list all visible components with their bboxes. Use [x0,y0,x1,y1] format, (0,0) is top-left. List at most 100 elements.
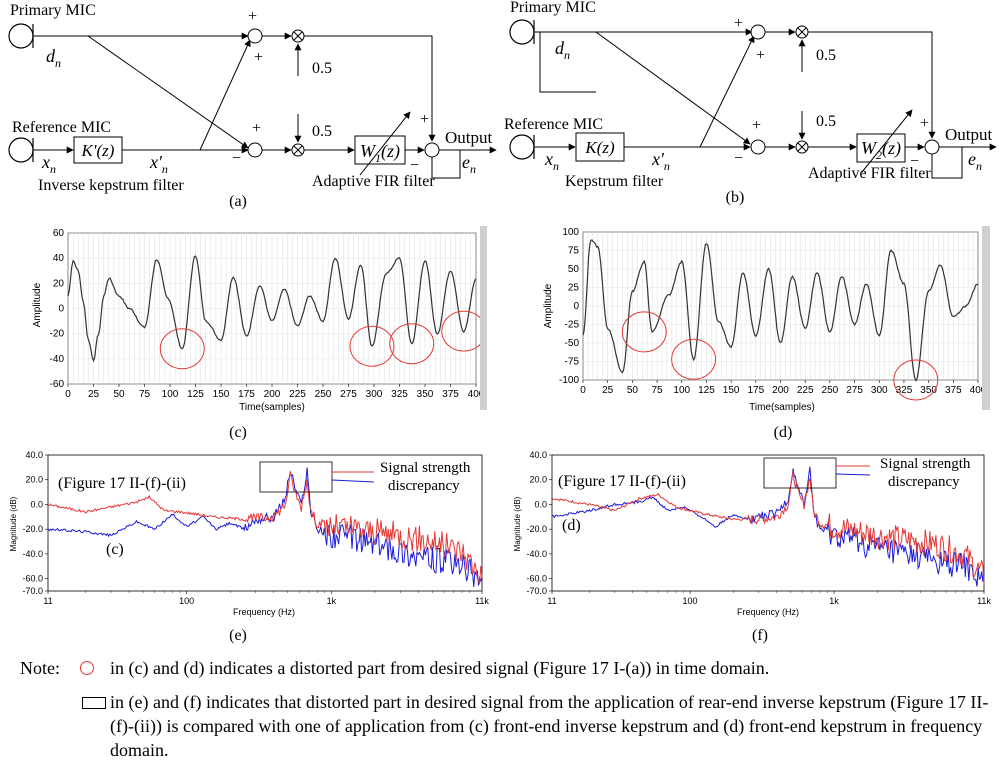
inverse-kepstrum-filter-caption: Inverse kepstrum filter [38,177,184,194]
red-circle-icon [80,661,94,675]
multiplier-bottom-icon [795,140,809,154]
x-tick-label: 200 [264,389,281,400]
y-tick-label: -60.0 [22,574,43,584]
discrepancy-box [763,457,837,489]
figure-ref-label: (Figure 17 II-(f)-(ii) [558,473,686,490]
discrepancy-box [259,461,333,493]
y-tick-label: 40.0 [529,450,547,460]
x-tick-label: 125 [187,389,204,400]
x-tick-label: 300 [366,389,383,400]
reference-mic-icon [509,134,535,160]
y-axis-label: Magnitude (dB) [513,496,522,551]
y-tick-label: 50 [568,264,580,275]
x-tick-label: 75 [139,389,151,400]
panel-label-f: (f) [752,627,768,644]
summer-bottom [750,139,766,155]
x-tick-label: 125 [698,385,715,396]
distortion-circle [159,328,205,370]
reference-mic-label: Reference MIC [504,116,603,133]
x-tick-label: 225 [797,385,814,396]
plot-frame-edge [480,226,487,410]
primary-mic-label: Primary MIC [510,0,596,16]
minus-sign: − [410,157,419,174]
y-tick-label: 20.0 [25,475,43,485]
summer-output [424,142,440,158]
distortion-circle [349,325,395,367]
y-tick-label: 25 [568,283,580,294]
multiplier-top-icon [795,25,809,39]
plus-sign: + [254,49,263,66]
x-tick-label: 1k [829,596,839,606]
plus-sign: + [734,15,743,32]
x-tick-label: 300 [871,385,888,396]
y-tick-label: -20.0 [526,524,547,534]
output-label: Output [945,125,993,144]
x-axis-label: Time(samples) [749,402,815,413]
y-axis-label: Amplitude [543,283,554,328]
x-tick-label: 11k [475,596,489,606]
multiplier-top-icon [291,29,305,43]
y-tick-label: 40 [53,253,65,264]
x-axis-label: Frequency (Hz) [737,607,799,617]
adaptive-filter-caption: Adaptive FIR filter [808,165,931,182]
x-n-symbol: xn [544,149,559,173]
y-tick-label: -20.0 [22,524,43,534]
primary-mic-label: Primary MIC [10,2,96,19]
plus-sign: + [752,117,761,134]
primary-mic-icon [509,19,535,45]
plus-sign: + [248,8,257,25]
x-tick-label: 375 [442,389,459,400]
signal-strength-note: Signal strength discrepancy [880,456,974,490]
x-tick-label: 50 [113,389,125,400]
multiplier-bottom-icon [291,143,305,157]
block-diagram-b: Primary MIC dn Reference MIC xn K(z) Kep… [504,0,997,206]
x-tick-label: 275 [846,385,863,396]
x-tick-label: 0 [65,389,71,400]
x-tick-label: 11 [547,596,556,606]
y-tick-label: 20 [53,278,65,289]
adaptive-fir-filter-block [856,133,906,163]
x-tick-label: 200 [772,385,789,396]
figure-ref-label: (Figure 17 II-(f)-(ii) [58,475,186,492]
e-n-symbol: en [462,152,476,176]
x-prime-n-symbol: x'n [149,152,168,176]
primary-mic-icon [8,23,34,49]
frequency-plot-e: 40.0 20.0 0.0 -20.0 -40.0 -60.0 -70.011 100 1k 11… [9,450,489,644]
plot-frame-edge [982,226,990,410]
panel-label-b: (b) [726,189,745,206]
note-line-1: in (c) and (d) indicates a distorted par… [110,658,770,678]
y-axis-label: Amplitude [32,282,43,327]
note-row-2: in (e) and (f) indicates that distorted … [10,690,995,764]
block-diagram-a: Primary MIC dn Reference MIC xn K'(z) In… [8,2,497,210]
adaptation-arrow [359,111,411,176]
x-tick-label: 150 [213,389,230,400]
x-tick-label: 25 [88,389,100,400]
kepstrum-filter-symbol: K(z) [584,138,615,157]
minus-sign: − [734,150,743,167]
x-tick-label: 325 [896,385,913,396]
x-tick-label: 250 [822,385,839,396]
y-tick-label: 40.0 [25,450,43,460]
spectrum-blue-line [47,467,483,587]
x-tick-label: 100 [162,389,179,400]
y-tick-label: 0.0 [534,499,547,509]
adaptive-filter-symbol: W2(z) [861,138,901,162]
minus-sign: − [910,153,919,170]
x-axis-label: Frequency (Hz) [233,607,295,617]
summer-output [924,139,940,155]
y-tick-label: 100 [562,227,579,238]
spectrum-red-line [551,471,985,584]
summer-top [750,24,766,40]
x-tick-label: 275 [340,389,357,400]
y-tick-label: -70.0 [22,586,43,596]
x-tick-label: 350 [417,389,434,400]
inverse-kepstrum-filter-symbol: K'(z) [81,141,115,160]
curve-ref-label: (d) [562,517,581,534]
output-label: Output [445,128,493,147]
x-tick-label: 0 [580,385,586,396]
summer-top [247,28,263,44]
y-tick-label: -50 [565,338,580,349]
d-n-symbol: dn [46,46,61,70]
